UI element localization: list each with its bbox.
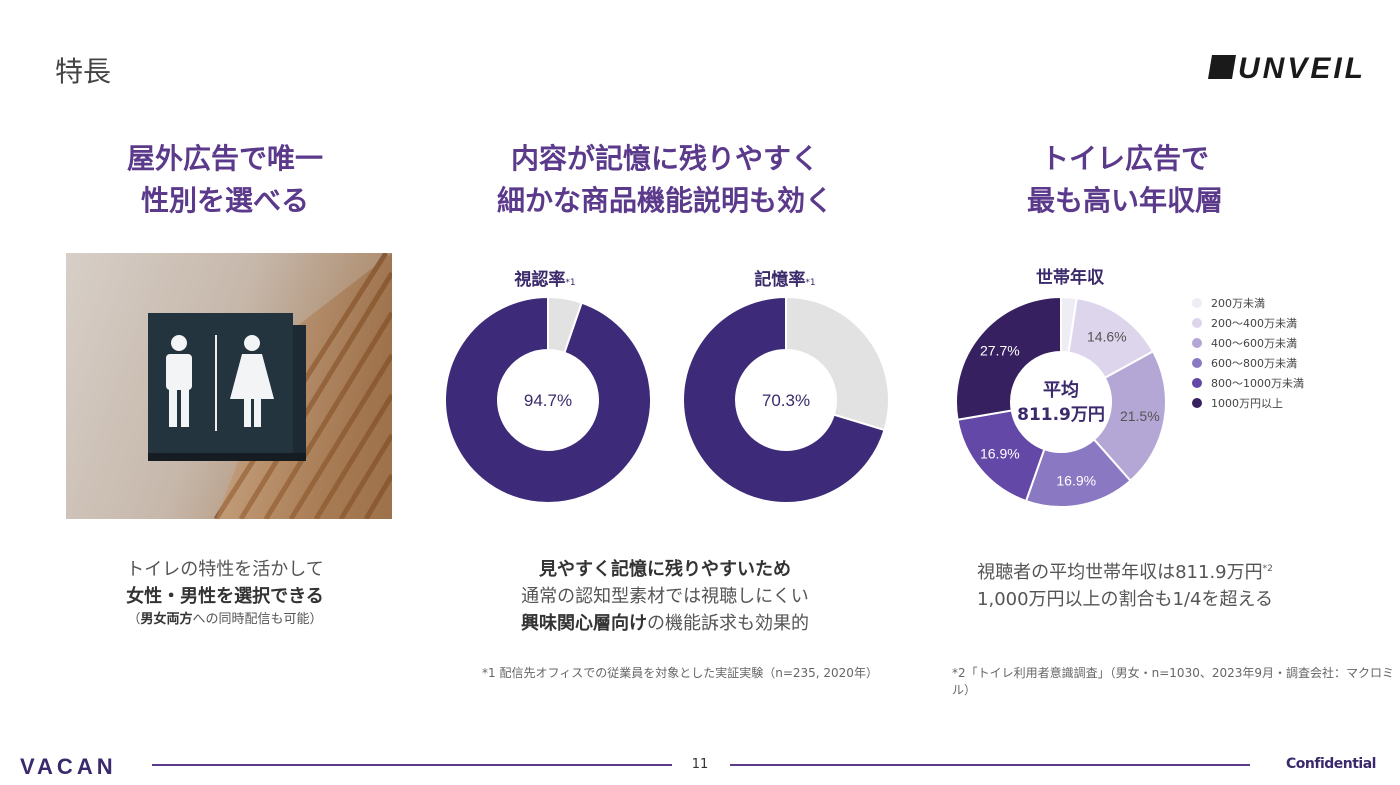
- desc-memory-line1: 見やすく記憶に残りやすいため: [539, 559, 791, 580]
- heading-income: トイレ広告で 最も高い年収層: [950, 138, 1300, 222]
- vacan-logo: VACAN: [20, 754, 117, 778]
- desc-income-line2: 1,000万円以上の割合も1/4を超える: [977, 589, 1273, 610]
- legend-label-2: 400〜600万未満: [1211, 337, 1297, 350]
- donut-memory-chart: 70.3%: [682, 296, 890, 504]
- donut-visibility-note: *1: [565, 278, 576, 288]
- donut-income-label-2: 21.5%: [1120, 408, 1160, 424]
- footer-rule-left: [152, 764, 672, 766]
- desc-income: 視聴者の平均世帯年収は811.9万円*2 1,000万円以上の割合も1/4を超え…: [930, 556, 1320, 613]
- donut-visibility-chart: 94.7%: [444, 296, 652, 504]
- legend-item-0: 200万未満: [1192, 293, 1304, 313]
- desc-income-note: *2: [1262, 564, 1273, 574]
- unveil-logo: UNVEIL: [1208, 52, 1366, 82]
- donut-visibility-slice-0: [444, 296, 652, 504]
- legend-swatch-0: [1192, 298, 1202, 308]
- legend-swatch-1: [1192, 318, 1202, 328]
- desc-memory-line3-bold: 興味関心層向け: [521, 613, 647, 634]
- legend-label-3: 600〜800万未満: [1211, 357, 1297, 370]
- donut-visibility-slices: [444, 296, 652, 504]
- donut-income-slice-2: [1092, 350, 1167, 483]
- donut-income-label-3: 16.9%: [1056, 473, 1096, 489]
- legend-swatch-5: [1192, 398, 1202, 408]
- logo-text: UNVEIL: [1238, 52, 1366, 82]
- heading-income-line2: 最も高い年収層: [1026, 184, 1223, 217]
- donut-income-label-4: 16.9%: [980, 446, 1020, 462]
- desc-gender-line2: 女性・男性を選択できる: [126, 586, 324, 607]
- desc-memory-line3-rest: の機能訴求も効果的: [647, 613, 809, 634]
- heading-gender: 屋外広告で唯一 性別を選べる: [60, 138, 390, 222]
- desc-memory-line2: 通常の認知型素材では視聴しにくい: [521, 586, 809, 607]
- legend-item-3: 600〜800万未満: [1192, 353, 1304, 373]
- donut-income-labels: 14.6% 21.5% 16.9% 16.9% 27.7%: [980, 328, 1160, 488]
- desc-gender: トイレの特性を活かして 女性・男性を選択できる （男女両方への同時配信も可能）: [60, 556, 390, 630]
- legend-item-1: 200〜400万未満: [1192, 313, 1304, 333]
- donut-income-center-line1: 平均: [1043, 379, 1079, 401]
- donut-income-label-5: 27.7%: [980, 342, 1020, 358]
- footnote-1: *1 配信先オフィスでの従業員を対象とした実証実験（n=235, 2020年）: [482, 666, 878, 680]
- donut-memory-label: 記憶率*1: [720, 265, 850, 290]
- donut-income-label-1: 14.6%: [1087, 328, 1127, 344]
- heading-memory-line2: 細かな商品機能説明も効く: [496, 184, 833, 217]
- desc-gender-line3-rest: への同時配信も可能: [192, 612, 310, 627]
- legend-item-5: 1000万円以上: [1192, 393, 1304, 413]
- donut-income-slices: [955, 296, 1167, 508]
- donut-visibility-title: 視認率: [514, 270, 566, 290]
- donut-memory-title: 記憶率: [754, 270, 806, 290]
- footnote-2: *2「トイレ利用者意識調査」（男女・n=1030、2023年9月・調査会社：マク…: [952, 666, 1395, 697]
- legend-label-0: 200万未満: [1211, 297, 1265, 310]
- legend-label-5: 1000万円以上: [1211, 397, 1283, 410]
- donut-memory-value: 70.3%: [762, 391, 810, 410]
- donut-income-title: 世帯年収: [1036, 268, 1104, 288]
- legend-item-2: 400〜600万未満: [1192, 333, 1304, 353]
- desc-income-line1: 視聴者の平均世帯年収は811.9万円: [977, 562, 1263, 583]
- legend-swatch-2: [1192, 338, 1202, 348]
- heading-memory: 内容が記憶に残りやすく 細かな商品機能説明も効く: [440, 138, 890, 222]
- heading-gender-line2: 性別を選べる: [140, 184, 309, 217]
- donut-visibility-slice-1: [547, 296, 583, 355]
- desc-gender-line3: （男女両方への同時配信も可能）: [60, 610, 390, 630]
- heading-memory-line1: 内容が記憶に残りやすく: [510, 142, 819, 175]
- legend-label-1: 200〜400万未満: [1211, 317, 1297, 330]
- page-number: 11: [691, 757, 709, 772]
- legend-swatch-4: [1192, 378, 1202, 388]
- heading-gender-line1: 屋外広告で唯一: [126, 142, 323, 175]
- donut-memory-slices: [682, 296, 890, 504]
- confidential-label: Confidential: [1286, 756, 1376, 772]
- legend-label-4: 800〜1000万未満: [1211, 377, 1304, 390]
- desc-gender-line1: トイレの特性を活かして: [126, 559, 324, 580]
- footer-rule-right: [730, 764, 1250, 766]
- vacan-logo-text: VACAN: [20, 754, 117, 778]
- donut-income-chart: 14.6% 21.5% 16.9% 16.9% 27.7% 平均 811.9万円: [955, 296, 1167, 508]
- desc-gender-line3-open: （: [127, 612, 141, 627]
- donut-memory-slice-0: [682, 296, 886, 504]
- desc-memory-line3: 興味関心層向けの機能訴求も効果的: [440, 610, 890, 637]
- restroom-sign-photo: [66, 253, 392, 519]
- donut-income-slice-5: [955, 296, 1062, 421]
- donut-memory-slice-1: [785, 296, 890, 432]
- desc-income-line1-wrap: 視聴者の平均世帯年収は811.9万円*2: [930, 556, 1320, 586]
- page-title: 特長: [55, 55, 112, 88]
- desc-memory: 見やすく記憶に残りやすいため 通常の認知型素材では視聴しにくい 興味関心層向けの…: [440, 556, 890, 637]
- desc-gender-line3-close: ）: [309, 612, 323, 627]
- donut-memory-note: *1: [805, 278, 816, 288]
- legend-swatch-3: [1192, 358, 1202, 368]
- donut-income-center-line2: 811.9万円: [1017, 405, 1105, 425]
- legend-item-4: 800〜1000万未満: [1192, 373, 1304, 393]
- donut-visibility-label: 視認率*1: [480, 265, 610, 290]
- heading-income-line1: トイレ広告で: [1040, 142, 1209, 175]
- donut-visibility-value: 94.7%: [524, 391, 572, 410]
- income-legend: 200万未満 200〜400万未満 400〜600万未満 600〜800万未満 800〜…: [1192, 293, 1304, 413]
- desc-gender-line3-bold: 男女両方: [140, 612, 193, 627]
